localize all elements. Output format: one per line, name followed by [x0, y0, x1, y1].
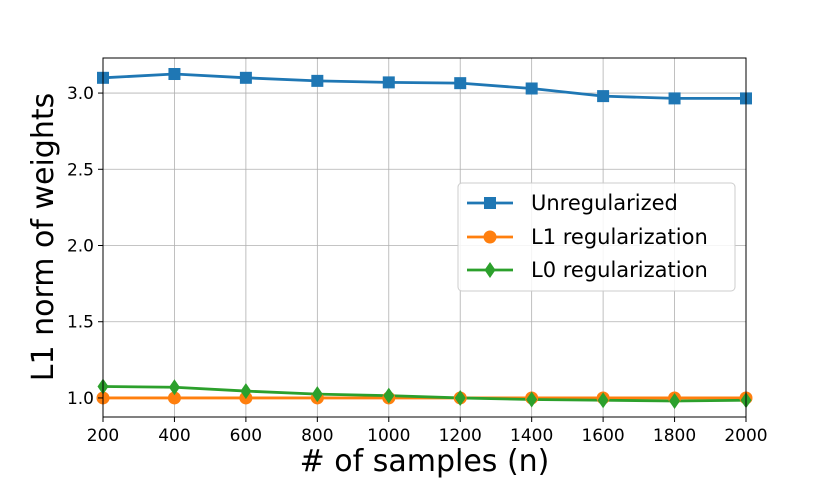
data-point [597, 392, 609, 409]
x-tick-label: 400 [158, 426, 190, 446]
series-line-0 [103, 72, 746, 100]
data-point [454, 77, 467, 90]
data-point [526, 391, 538, 408]
x-tick-label: 1000 [367, 426, 410, 446]
data-point [240, 383, 252, 400]
data-point [454, 389, 466, 406]
series-line-2 [103, 385, 746, 403]
legend-swatch-marker [484, 197, 496, 209]
x-tick-label: 600 [230, 426, 262, 446]
marker-group [96, 68, 753, 409]
y-tick-label: 3.0 [67, 84, 94, 104]
y-axis-label: L1 norm of weights [26, 93, 61, 382]
legend-label: L0 regularization [531, 258, 708, 282]
y-tick-label: 1.5 [67, 313, 94, 333]
data-point [668, 92, 681, 105]
legend-swatch-marker [484, 262, 496, 278]
plot-area-frame [102, 57, 747, 418]
data-point [525, 82, 538, 95]
data-point [239, 71, 252, 84]
x-tick-label: 1200 [439, 426, 482, 446]
x-tick-label: 1800 [653, 426, 696, 446]
legend-frame [457, 182, 736, 292]
y-tick-label: 1.0 [67, 389, 94, 409]
series-group [103, 72, 746, 403]
data-point [383, 387, 395, 404]
x-axis-label: # of samples (n) [300, 444, 550, 479]
data-point [669, 392, 681, 409]
data-point [311, 74, 324, 87]
axis-ticks: 200 400 600 800 1000 1200 1400 1600 1800 2000 1.0 1… [67, 84, 768, 446]
y-tick-label: 2.0 [67, 237, 94, 257]
legend-label: L1 regularization [531, 225, 708, 249]
x-tick-label: 1400 [510, 426, 553, 446]
data-point [168, 379, 180, 396]
data-point [597, 90, 610, 103]
legend-swatch-marker [483, 230, 497, 244]
data-point [382, 76, 395, 89]
x-tick-label: 800 [301, 426, 333, 446]
x-tick-label: 2000 [724, 426, 767, 446]
x-tick-label: 200 [87, 426, 119, 446]
y-tick-label: 2.5 [67, 160, 94, 180]
x-tick-label: 1600 [581, 426, 624, 446]
data-point [311, 386, 323, 403]
legend: Unregularized L1 regularization L0 regular… [457, 182, 736, 292]
data-point [168, 68, 181, 81]
legend-label: Unregularized [531, 191, 678, 215]
data-point [167, 391, 181, 405]
